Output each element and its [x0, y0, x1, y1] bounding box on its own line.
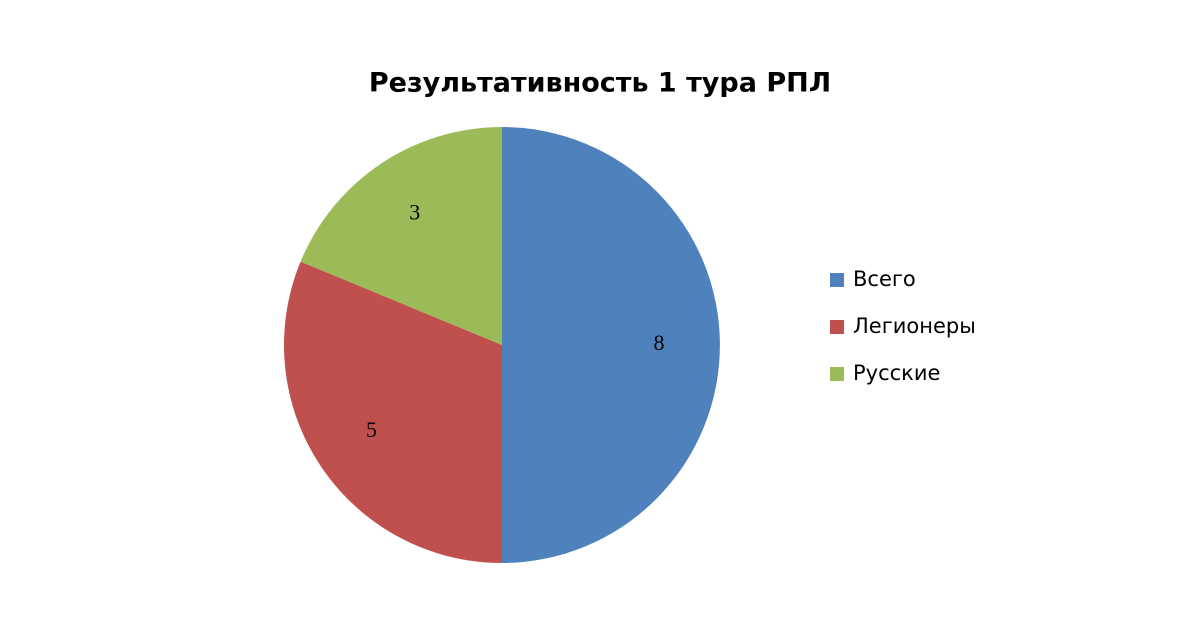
pie-slice	[300, 126, 502, 345]
data-label: 3	[409, 200, 420, 225]
legend-swatch	[830, 367, 844, 381]
data-label: 5	[366, 417, 377, 442]
legend-label: Всего	[853, 267, 916, 291]
chart-title: Результативность 1 тура РПЛ	[369, 68, 831, 99]
pie-slice	[283, 261, 502, 563]
data-label: 8	[653, 330, 664, 355]
legend-swatch	[830, 273, 844, 287]
legend-label: Русские	[853, 361, 940, 385]
legend-label: Легионеры	[853, 314, 976, 338]
pie-slice	[502, 127, 720, 563]
legend-swatch	[830, 320, 844, 334]
